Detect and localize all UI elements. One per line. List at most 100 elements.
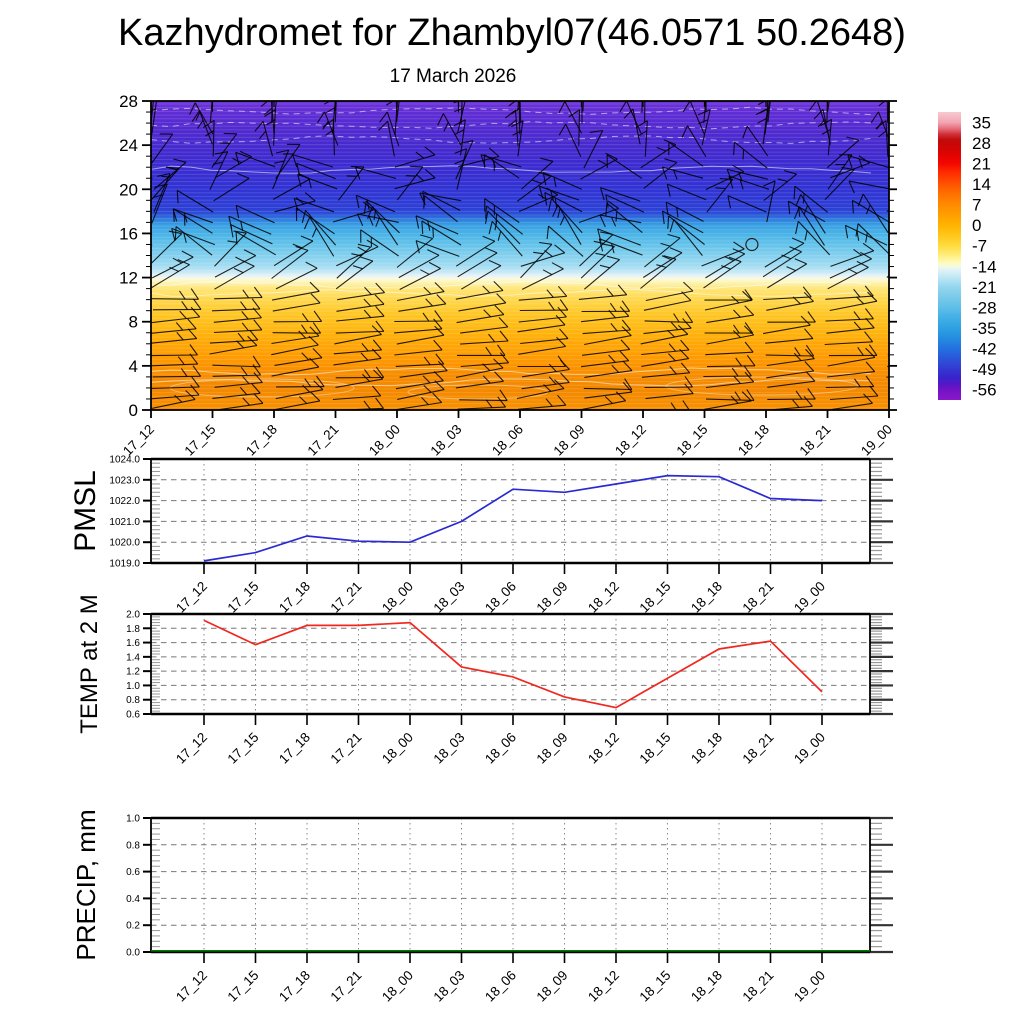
contour-xtick-label: 19_00 [858, 422, 895, 459]
contour-xtick-label: 18_12 [612, 422, 649, 459]
colorbar-label: -21 [972, 278, 997, 297]
xtick-label: 18_06 [482, 579, 519, 616]
xtick-label: 18_18 [688, 579, 725, 616]
ytick-label: 1021.0 [109, 517, 140, 528]
xtick-label: 18_00 [379, 579, 416, 616]
xtick-label: 17_15 [224, 730, 261, 767]
colorbar-label: 21 [972, 154, 991, 173]
colorbar-label: -42 [972, 340, 997, 359]
xtick-label: 18_09 [533, 579, 570, 616]
xtick-label: 18_15 [636, 730, 673, 767]
colorbar-label: -49 [972, 360, 997, 379]
xtick-label: 17_18 [276, 730, 313, 767]
ytick-label: 1.8 [126, 624, 140, 635]
date-subtitle: 17 March 2026 [389, 66, 517, 87]
xtick-label: 19_00 [791, 968, 828, 1005]
contour-xtick-label: 17_21 [304, 422, 341, 459]
temp-line [203, 619, 823, 709]
ytick-label: 0.4 [126, 894, 140, 905]
contour-xtick-label: 18_00 [366, 422, 403, 459]
contour-ytick-label: 8 [129, 313, 138, 332]
xtick-label: 18_18 [688, 968, 725, 1005]
colorbar-label: -14 [972, 257, 997, 276]
contour-xtick-label: 18_03 [427, 422, 464, 459]
xtick-label: 18_12 [585, 579, 622, 616]
colorbar-label: 28 [972, 134, 991, 153]
pmsl-panel: 1019.0 1020.0 1021.0 1022.0 1023.0 1024.0 17_1… [69, 455, 893, 616]
xtick-label: 18_03 [430, 579, 467, 616]
ytick-label: 1.0 [126, 814, 140, 825]
pmsl-line [203, 474, 823, 562]
xtick-label: 18_09 [533, 968, 570, 1005]
colorbar-label: -28 [972, 298, 997, 317]
colorbar-label: 35 [972, 113, 991, 132]
contour-xtick-label: 17_18 [243, 422, 280, 459]
xtick-label: 17_21 [327, 730, 364, 767]
xtick-label: 17_18 [276, 579, 313, 616]
contour-xtick-label: 17_15 [181, 422, 218, 459]
xtick-label: 18_18 [688, 730, 725, 767]
ytick-label: 2.0 [126, 610, 140, 621]
ytick-label: 0.2 [126, 921, 140, 932]
colorbar-label: 14 [972, 175, 991, 194]
calm-wind-marker [745, 237, 759, 252]
xtick-label: 17_12 [173, 579, 210, 616]
colorbar-label: -56 [972, 381, 997, 400]
xtick-label: 17_21 [327, 968, 364, 1005]
colorbar-label: 7 [972, 196, 981, 215]
contour-xtick-label: 18_09 [550, 422, 587, 459]
xtick-label: 18_06 [482, 730, 519, 767]
xtick-label: 17_15 [224, 579, 261, 616]
ytick-label: 1020.0 [109, 538, 140, 549]
ytick-label: 1023.0 [109, 475, 140, 486]
contour-ytick-label: 16 [119, 224, 138, 243]
ytick-label: 1022.0 [109, 496, 140, 507]
xtick-label: 19_00 [791, 579, 828, 616]
ytick-label: 1019.0 [109, 559, 140, 570]
contour-ytick-label: 4 [129, 357, 138, 376]
colorbar-label: 0 [972, 216, 981, 235]
contour-ytick-label: 28 [119, 92, 138, 111]
contour-ytick-label: 20 [119, 180, 138, 199]
xtick-label: 18_15 [636, 968, 673, 1005]
xtick-label: 19_00 [791, 730, 828, 767]
xtick-label: 17_15 [224, 968, 261, 1005]
panel-title: PRECIP, mm [71, 809, 101, 960]
xtick-label: 18_21 [739, 730, 776, 767]
xtick-label: 18_00 [379, 968, 416, 1005]
xtick-label: 18_12 [585, 968, 622, 1005]
ytick-label: 0.0 [126, 948, 140, 959]
ytick-label: 1.0 [126, 681, 140, 692]
xtick-label: 18_03 [430, 968, 467, 1005]
contour-xtick-label: 18_18 [735, 422, 772, 459]
temperature-contour-panel: 0 4 8 12 16 20 24 28 17_12 17_15 17_18 17_21 18_00 18… [119, 92, 897, 459]
xtick-label: 17_12 [173, 730, 210, 767]
xtick-label: 17_18 [276, 968, 313, 1005]
ytick-label: 0.6 [126, 710, 140, 721]
contour-xtick-label: 17_12 [120, 422, 157, 459]
precip-panel: 0.0 0.2 0.4 0.6 0.8 1.0 17_12 17_15 17_18 17_21 18… [71, 809, 893, 1005]
page-title: Kazhydromet for Zhambyl07(46.0571 50.264… [118, 12, 906, 54]
xtick-label: 18_12 [585, 730, 622, 767]
xtick-label: 18_00 [379, 730, 416, 767]
colorbar-label: -35 [972, 319, 997, 338]
xtick-label: 17_12 [173, 968, 210, 1005]
contour-xtick-label: 18_06 [489, 422, 526, 459]
contour-ytick-label: 12 [119, 269, 138, 288]
xtick-label: 17_21 [327, 579, 364, 616]
panel-title: TEMP at 2 M [76, 594, 103, 734]
contour-ytick-label: 0 [129, 401, 138, 420]
contour-xtick-label: 18_15 [673, 422, 710, 459]
ytick-label: 1.2 [126, 667, 140, 678]
xtick-label: 18_21 [739, 968, 776, 1005]
xtick-label: 18_06 [482, 968, 519, 1005]
contour-xtick-label: 18_21 [796, 422, 833, 459]
colorbar-label: -7 [972, 237, 987, 256]
xtick-label: 18_09 [533, 730, 570, 767]
temp-panel: 0.6 0.8 1.0 1.2 1.4 1.6 1.8 2.0 17_12 17_15 17_18 1… [76, 594, 893, 767]
ytick-label: 0.6 [126, 867, 140, 878]
contour-ytick-label: 24 [119, 136, 138, 155]
